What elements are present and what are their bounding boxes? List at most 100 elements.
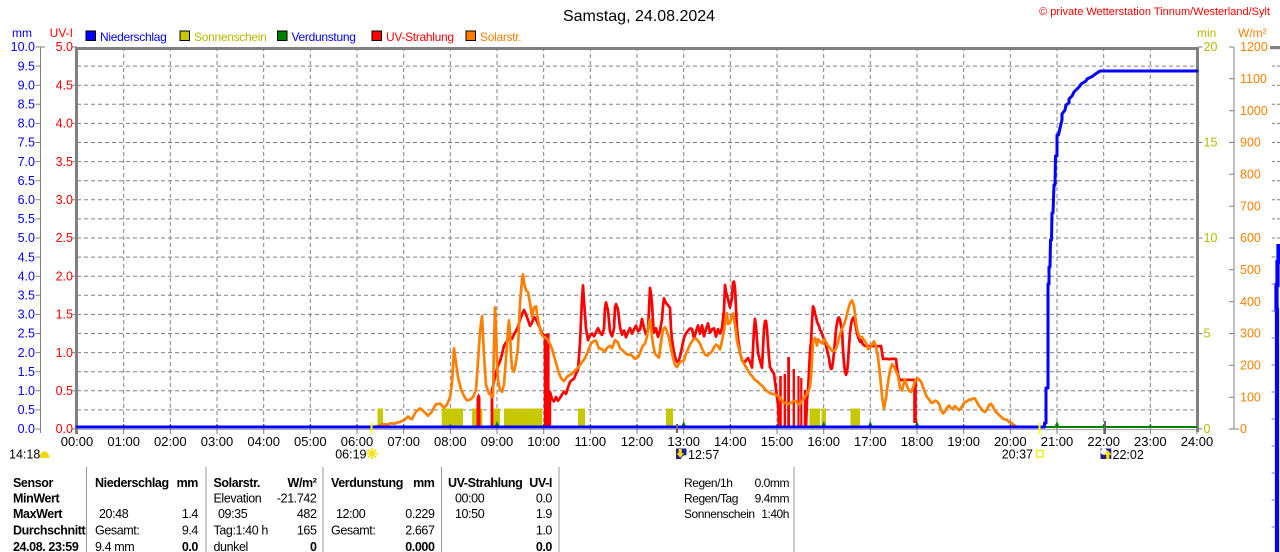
svg-text:Gesamt:: Gesamt: [331,524,375,538]
svg-text:23:00: 23:00 [1134,434,1167,449]
svg-text:600: 600 [1240,231,1261,245]
svg-text:15: 15 [1204,136,1218,150]
svg-text:400: 400 [1240,295,1261,309]
svg-text:10: 10 [1204,231,1218,245]
svg-text:Tag:1:40 h: Tag:1:40 h [214,524,269,538]
svg-text:12:00: 12:00 [621,434,654,449]
svg-text:UV-Strahlung: UV-Strahlung [386,30,454,44]
svg-text:00:00: 00:00 [61,434,94,449]
svg-text:6.5: 6.5 [18,174,35,188]
svg-text:10:50: 10:50 [455,507,485,521]
svg-text:8.0: 8.0 [18,117,35,131]
svg-text:Verdunstung: Verdunstung [331,476,403,490]
svg-text:12:57: 12:57 [688,448,719,462]
svg-text:165: 165 [297,524,317,538]
svg-text:04:00: 04:00 [247,434,280,449]
svg-text:min: min [1197,26,1216,40]
svg-text:W/m²: W/m² [1238,26,1267,40]
svg-text:MinWert: MinWert [13,492,61,506]
svg-text:10.0: 10.0 [11,40,35,54]
svg-text:5.0: 5.0 [18,231,35,245]
svg-text:0.5: 0.5 [18,403,35,417]
svg-text:21:00: 21:00 [1041,434,1074,449]
svg-text:1000: 1000 [1240,104,1268,118]
svg-text:UV-I: UV-I [529,476,552,490]
svg-text:3.0: 3.0 [18,308,35,322]
svg-text:2.0: 2.0 [56,269,73,283]
svg-text:5: 5 [1204,327,1211,341]
svg-text:1.0: 1.0 [18,384,35,398]
svg-text:4.5: 4.5 [56,78,73,92]
svg-text:200: 200 [1240,359,1261,373]
svg-text:Solarstr.: Solarstr. [480,30,521,44]
svg-text:Sonnenschein: Sonnenschein [194,30,266,44]
svg-text:Elevation: Elevation [214,492,262,506]
svg-text:Gesamt:: Gesamt: [95,524,139,538]
svg-text:1:40h: 1:40h [761,507,789,521]
svg-text:05:00: 05:00 [294,434,327,449]
svg-text:0.5: 0.5 [56,384,73,398]
svg-text:MaxWert: MaxWert [13,507,63,521]
svg-text:3.5: 3.5 [56,155,73,169]
svg-text:0.0: 0.0 [56,422,73,436]
svg-text:00:00: 00:00 [455,492,485,506]
svg-text:2.5: 2.5 [56,231,73,245]
svg-text:3.5: 3.5 [18,289,35,303]
svg-text:19:00: 19:00 [947,434,980,449]
svg-text:7.0: 7.0 [18,155,35,169]
svg-text:900: 900 [1240,136,1261,150]
svg-text:1.9: 1.9 [536,507,553,521]
svg-text:14:18: 14:18 [9,448,40,462]
svg-text:02:00: 02:00 [154,434,187,449]
svg-text:UV-I: UV-I [50,26,73,40]
svg-text:03:00: 03:00 [201,434,234,449]
svg-text:4.0: 4.0 [18,269,35,283]
svg-text:300: 300 [1240,327,1261,341]
svg-text:mm: mm [12,26,32,40]
svg-text:8.5: 8.5 [18,98,35,112]
svg-text:mm: mm [177,476,199,490]
svg-text:3.0: 3.0 [56,193,73,207]
svg-text:18:00: 18:00 [901,434,934,449]
svg-text:5.5: 5.5 [18,212,35,226]
svg-text:22:02: 22:02 [1113,448,1144,462]
svg-text:01:00: 01:00 [107,434,140,449]
svg-text:0: 0 [1204,422,1211,436]
svg-text:5.0: 5.0 [56,40,73,54]
svg-text:2.5: 2.5 [18,327,35,341]
svg-text:Regen/1h: Regen/1h [684,476,732,490]
svg-text:1200: 1200 [1240,40,1268,54]
svg-text:2.0: 2.0 [18,346,35,360]
svg-text:7.5: 7.5 [18,136,35,150]
svg-text:0.000: 0.000 [405,540,435,552]
svg-text:07:00: 07:00 [387,434,420,449]
svg-text:9.4: 9.4 [182,524,199,538]
svg-text:700: 700 [1240,199,1261,213]
svg-text:Niederschlag: Niederschlag [95,476,169,490]
svg-text:-21.742: -21.742 [277,492,317,506]
svg-text:0.0: 0.0 [182,540,199,552]
svg-text:Durchschnitt: Durchschnitt [13,524,87,538]
svg-text:1100: 1100 [1240,72,1267,86]
svg-text:0.0: 0.0 [536,540,553,552]
svg-text:1.0: 1.0 [536,524,553,538]
svg-text:20:00: 20:00 [994,434,1027,449]
svg-text:6.0: 6.0 [18,193,35,207]
svg-text:08:00: 08:00 [434,434,467,449]
svg-text:20:37: 20:37 [1002,448,1033,462]
svg-text:9.4mm: 9.4mm [755,492,790,506]
svg-text:06:19: 06:19 [335,448,366,462]
svg-text:0: 0 [1240,422,1247,436]
svg-text:mm: mm [413,476,435,490]
svg-text:Verdunstung: Verdunstung [292,30,356,44]
svg-text:17:00: 17:00 [854,434,887,449]
svg-text:100: 100 [1240,390,1261,404]
svg-text:09:35: 09:35 [218,507,248,521]
svg-text:W/m²: W/m² [288,476,317,490]
svg-text:© private Wetterstation Tinnum: © private Wetterstation Tinnum/Westerlan… [1039,6,1270,18]
svg-text:1.4: 1.4 [182,507,199,521]
svg-text:Samstag, 24.08.2024: Samstag, 24.08.2024 [563,8,715,25]
svg-text:16:00: 16:00 [807,434,840,449]
svg-text:Niederschlag: Niederschlag [100,30,166,44]
svg-text:500: 500 [1240,263,1261,277]
